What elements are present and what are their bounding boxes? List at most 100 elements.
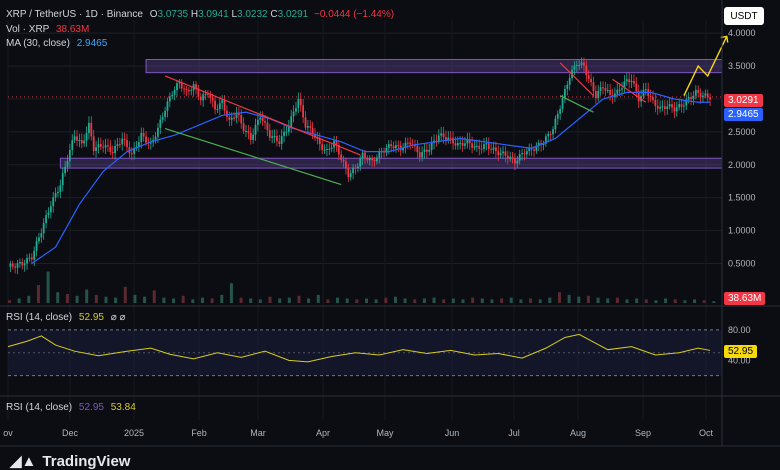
candle-body (387, 144, 390, 149)
candle-body (609, 90, 612, 95)
candle-body (585, 65, 588, 76)
candle-body (564, 88, 566, 99)
candle-body (290, 116, 293, 127)
candle-body (402, 148, 404, 151)
candle-body (606, 90, 609, 92)
candle-body (45, 215, 47, 224)
candle-body (204, 93, 207, 95)
candle-body (90, 122, 93, 137)
candle-body (30, 257, 33, 260)
candle-body (276, 135, 278, 142)
x-tick-label: Sep (635, 428, 651, 438)
ma-header: MA (30, close) 2.9465 (6, 38, 108, 49)
volume-bar (249, 298, 253, 303)
candle-body (523, 153, 526, 155)
candle-body (240, 115, 243, 124)
volume-bar (654, 300, 658, 303)
candle-body (199, 96, 202, 101)
candle-body (249, 132, 252, 140)
candle-body (207, 93, 209, 96)
candle-body (342, 160, 345, 162)
volume-bar (104, 296, 108, 303)
volume-bar (490, 299, 494, 303)
currency-button[interactable]: USDT (724, 7, 764, 25)
candle-body (447, 137, 450, 141)
volume-bar (210, 298, 214, 303)
candle-body (633, 80, 635, 84)
candle-body (278, 141, 281, 144)
candle-body (154, 136, 157, 140)
candle-body (483, 144, 485, 149)
volume-bar (548, 297, 552, 303)
candle-body (637, 91, 640, 102)
candle-body (80, 140, 83, 144)
candle-body (547, 133, 550, 137)
candle-body (440, 133, 443, 136)
candle-body (52, 197, 55, 207)
candle-body (414, 145, 416, 147)
rsi-tag: 52.95 (724, 345, 758, 358)
candle-body (406, 142, 409, 144)
volume-bar (712, 301, 716, 303)
volume-bar (442, 299, 446, 303)
candle-body (602, 87, 604, 89)
candle-body (190, 90, 193, 92)
candle-body (566, 84, 569, 89)
candle-body (14, 266, 17, 268)
volume-bar (326, 299, 330, 303)
volume-bar (374, 299, 378, 303)
candle-body (247, 130, 250, 133)
candle-body (142, 133, 145, 137)
candle-body (490, 148, 493, 150)
candle-body (283, 131, 285, 136)
candle-body (33, 250, 36, 260)
volume-bar (46, 271, 50, 303)
candle-body (347, 167, 350, 178)
candle-body (492, 147, 495, 150)
candle-body (473, 146, 476, 148)
candle-body (9, 263, 12, 267)
volume-bar (75, 295, 79, 303)
candle-body (38, 237, 40, 242)
candle-body (123, 138, 126, 140)
volume-bar (413, 299, 417, 303)
candle-body (654, 99, 657, 106)
candle-body (121, 138, 124, 145)
candle-body (395, 145, 397, 149)
candle-body (423, 149, 426, 153)
candle-body (345, 161, 347, 168)
candle-body (316, 137, 319, 139)
candle-body (528, 147, 531, 152)
volume-bar (297, 295, 301, 303)
candle-body (404, 142, 407, 149)
volume-bar (586, 295, 590, 303)
candle-body (649, 96, 652, 98)
candle-body (421, 152, 424, 158)
candle-body (242, 123, 245, 132)
candle-body (264, 121, 266, 123)
volume-bar (538, 299, 542, 303)
candle-body (57, 191, 59, 194)
volume-bar (615, 297, 619, 303)
candle-body (468, 139, 471, 144)
volume-bar (451, 298, 455, 303)
candle-body (356, 166, 359, 169)
x-tick-label: Jun (445, 428, 460, 438)
x-tick-label: Oct (699, 428, 714, 438)
volume-bar (152, 290, 156, 303)
candle-body (499, 153, 502, 156)
candle-body (295, 108, 297, 112)
candle-body (480, 148, 483, 150)
volume-bar (307, 298, 311, 303)
candle-body (495, 147, 497, 152)
x-tick-label: 2025 (124, 428, 144, 438)
candle-body (549, 133, 552, 135)
candle-body (92, 136, 95, 151)
candle-body (95, 147, 97, 151)
trendline-green-2 (559, 95, 594, 113)
candle-body (261, 117, 264, 122)
candle-body (497, 151, 500, 156)
candle-body (376, 157, 378, 162)
